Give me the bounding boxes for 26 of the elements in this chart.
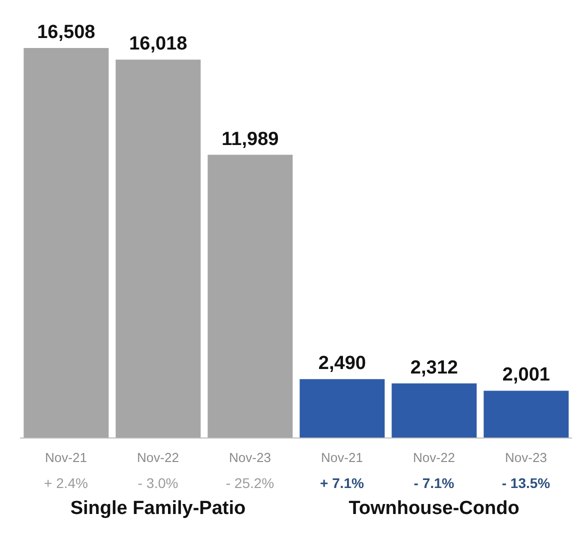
x-tick-label: Nov-22 [413, 450, 455, 465]
data-label: 16,018 [129, 34, 188, 55]
x-tick-label: Nov-23 [229, 450, 271, 465]
text: - 7.1% [414, 475, 455, 491]
bar [484, 390, 569, 438]
x-tick-label: Nov-23 [505, 450, 547, 465]
data-label: 16,508 [37, 22, 96, 43]
bar [392, 383, 477, 438]
text: + 2.4% [44, 475, 88, 491]
data-label: 2,490 [318, 353, 366, 374]
x-tick-label: Nov-22 [137, 450, 179, 465]
bar [300, 379, 385, 438]
bar [24, 48, 109, 438]
text: - 25.2% [226, 475, 274, 491]
text: + 7.1% [320, 475, 365, 491]
text: Townhouse-Condo [348, 498, 520, 520]
bar [208, 154, 293, 438]
data-label: 2,001 [502, 364, 550, 386]
data-label: 2,312 [410, 357, 458, 378]
x-tick-label: Nov-21 [321, 450, 363, 465]
text: - 3.0% [138, 475, 178, 491]
text: - 13.5% [502, 475, 551, 491]
x-tick-label: Nov-21 [45, 450, 87, 465]
bar [116, 60, 201, 438]
text: Single Family-Patio [69, 498, 247, 520]
data-label: 11,989 [222, 128, 279, 150]
